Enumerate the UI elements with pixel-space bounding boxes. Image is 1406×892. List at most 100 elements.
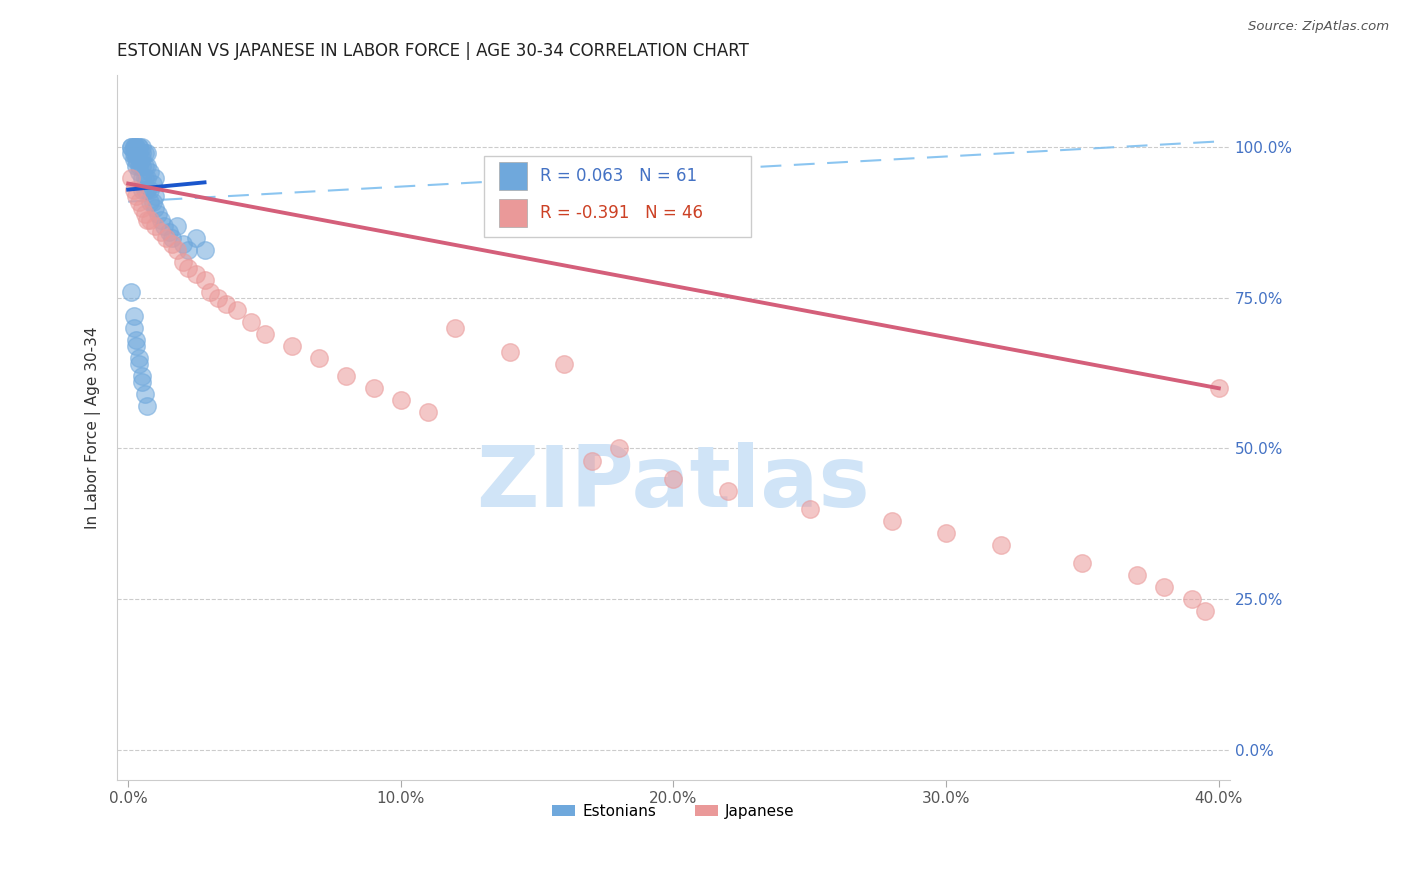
Point [935,525,957,540]
Point [149,225,172,239]
Point [363,381,385,395]
Legend: Estonians, Japanese: Estonians, Japanese [546,797,801,825]
Point [499,345,522,359]
Text: ESTONIAN VS JAPANESE IN LABOR FORCE | AGE 30-34 CORRELATION CHART: ESTONIAN VS JAPANESE IN LABOR FORCE | AG… [117,42,749,60]
Point [207,291,229,305]
Point [717,483,740,498]
Point [444,321,467,335]
Point [134,170,156,185]
Point [155,231,177,245]
Point [177,243,200,257]
Point [1194,604,1216,618]
Point [122,140,145,154]
Point [166,243,188,257]
Point [1180,592,1202,607]
Point [139,212,162,227]
Point [125,339,148,353]
Text: Source: ZipAtlas.com: Source: ZipAtlas.com [1249,20,1389,33]
Point [128,164,150,178]
Point [128,140,150,154]
Point [134,183,156,197]
Point [157,225,180,239]
Point [186,231,208,245]
Point [160,231,183,245]
Point [131,153,153,167]
Text: R = -0.391   N = 46: R = -0.391 N = 46 [540,204,703,222]
Text: R = 0.063   N = 61: R = 0.063 N = 61 [540,167,697,185]
FancyBboxPatch shape [485,156,751,237]
Point [125,333,148,347]
Bar [499,161,527,190]
Point [134,146,156,161]
Point [134,159,156,173]
Point [145,201,167,215]
Point [131,170,153,185]
Point [125,153,148,167]
Point [125,188,148,202]
Point [177,260,200,275]
Point [146,207,169,221]
Point [128,194,150,209]
Point [125,159,148,173]
Point [131,376,153,390]
Point [131,201,153,215]
Point [122,146,145,161]
Point [120,285,142,299]
Point [139,164,162,178]
Point [226,303,249,318]
Point [281,339,304,353]
Text: ZIPatlas: ZIPatlas [477,442,870,525]
Point [131,146,153,161]
Point [1071,556,1094,570]
Point [122,140,145,154]
Point [149,212,172,227]
Point [128,357,150,371]
Point [125,146,148,161]
Point [186,267,208,281]
Point [389,393,412,408]
Point [128,146,150,161]
Point [128,140,150,154]
Point [1126,568,1149,582]
Point [145,170,167,185]
Point [198,285,221,299]
Point [120,140,142,154]
Point [134,387,156,401]
Point [1153,580,1175,594]
Point [172,255,194,269]
Point [136,159,159,173]
Point [128,159,150,173]
Point [553,357,575,371]
Bar [499,199,527,227]
Point [122,153,145,167]
Point [131,369,153,384]
Point [239,315,262,329]
Point [145,188,167,202]
Point [134,207,156,221]
Point [136,170,159,185]
Point [160,236,183,251]
Point [253,327,276,342]
Point [128,351,150,366]
Point [131,183,153,197]
Point [122,321,145,335]
Point [120,170,142,185]
Point [120,140,142,154]
Point [142,177,165,191]
Point [880,514,903,528]
Point [136,183,159,197]
Point [136,146,159,161]
Point [416,405,439,419]
Point [122,309,145,323]
Point [139,194,162,209]
Point [193,243,215,257]
Point [125,140,148,154]
Point [308,351,330,366]
Point [662,472,685,486]
Point [607,442,630,456]
Point [139,183,162,197]
Point [152,219,174,233]
Y-axis label: In Labor Force | Age 30-34: In Labor Force | Age 30-34 [86,326,101,529]
Point [122,183,145,197]
Point [166,219,188,233]
